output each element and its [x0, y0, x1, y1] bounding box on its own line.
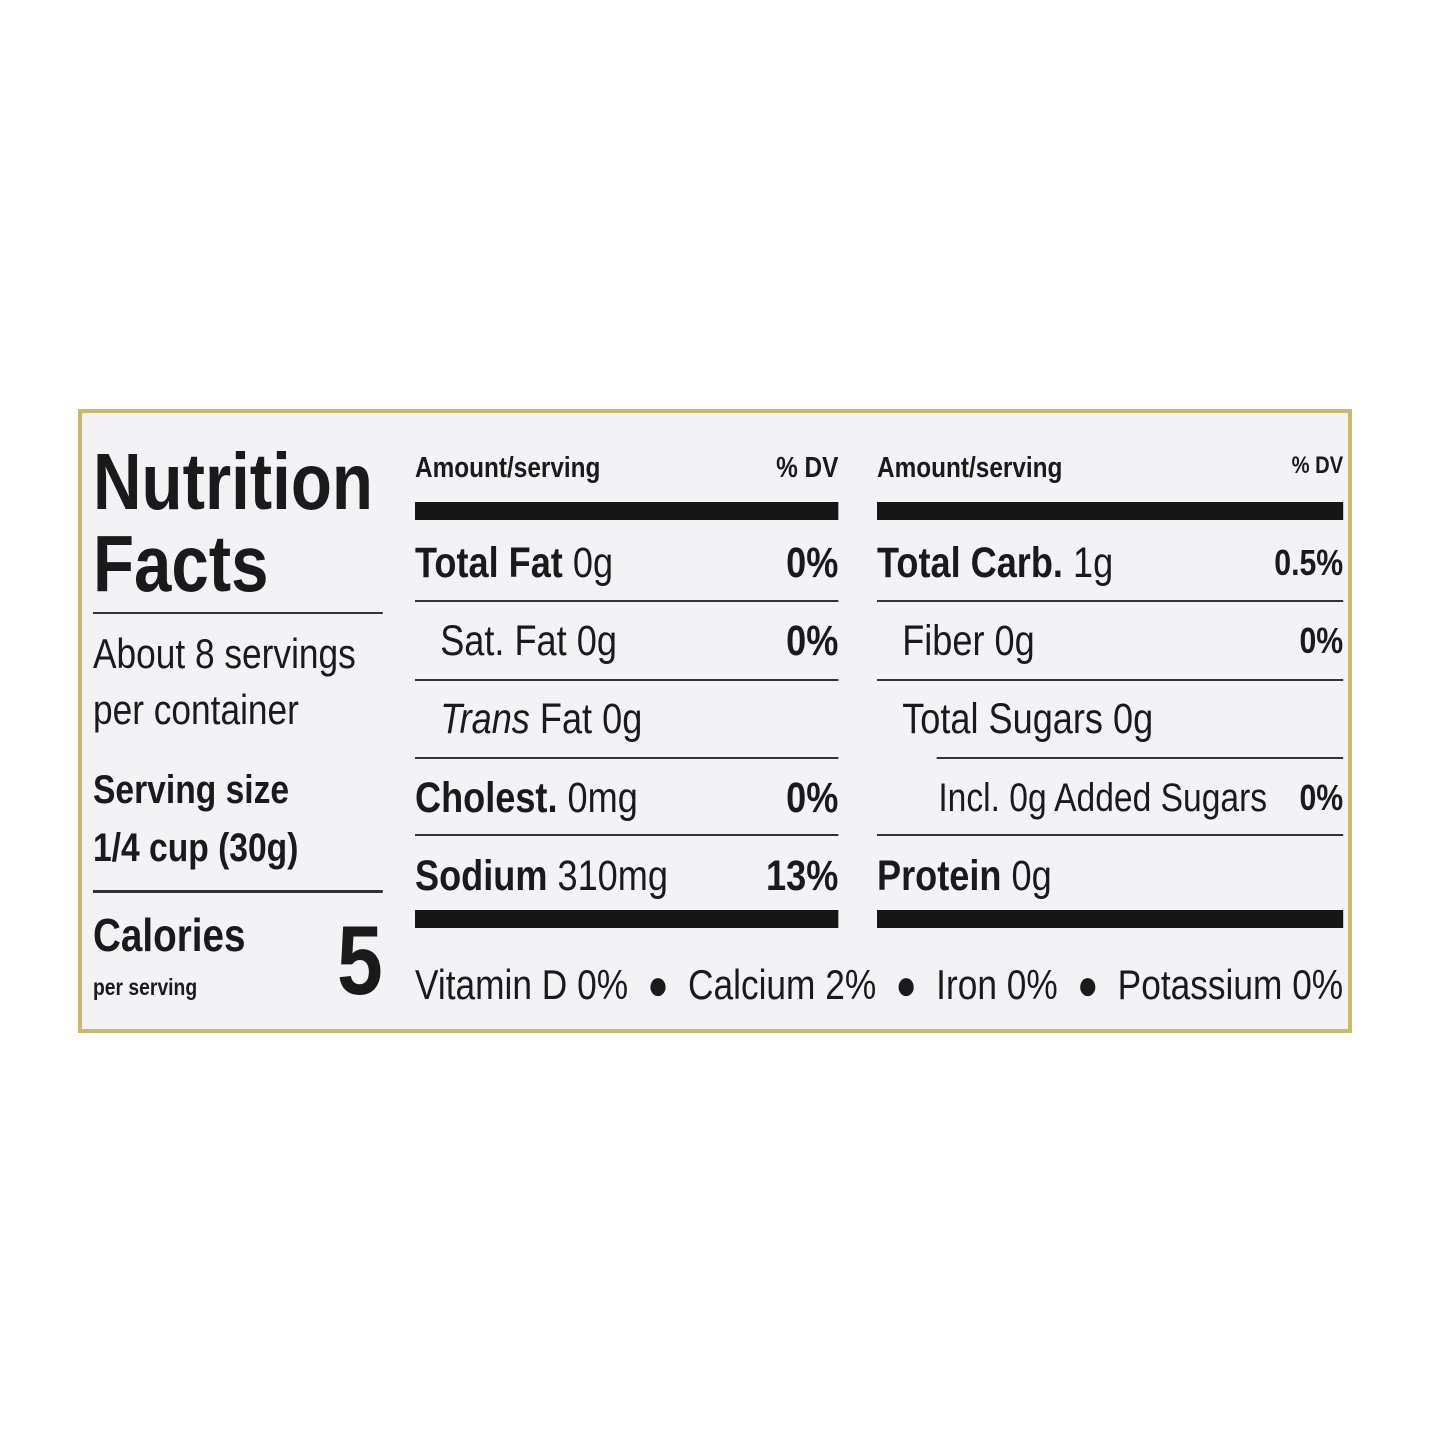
header-dv: % DV — [1291, 452, 1344, 479]
dv: 13% — [766, 851, 839, 900]
vitamin: Iron 0% — [936, 961, 1058, 1008]
divider — [415, 757, 839, 759]
column: Amount/serving % DV Total Carb. 1g 0.5% Fi… — [877, 440, 1344, 1020]
nutrient-row: Incl. 0g Added Sugars 0% — [877, 760, 1343, 836]
divider — [415, 679, 839, 681]
amount: 0mg — [567, 773, 638, 822]
amount: 0g — [1113, 694, 1154, 743]
nutrient-name: Protein — [877, 851, 1002, 900]
nutrient-row: Sat. Fat 0g 0% — [415, 603, 838, 679]
serving-size: 1/4 cup (30g) — [93, 826, 299, 870]
nutrient-row: Total Sugars 0g — [877, 681, 1343, 757]
thick-bar — [877, 910, 1344, 928]
nutrient-name: Cholest. — [415, 773, 558, 822]
dv: 0.5% — [1274, 542, 1344, 583]
nutrient-name: Fat — [539, 694, 593, 743]
amount: 0g — [994, 616, 1035, 665]
dv: 0% — [1299, 777, 1344, 818]
nutrient-name: Sodium — [415, 851, 548, 900]
dv: 0% — [786, 538, 839, 587]
dv: 0% — [786, 616, 839, 665]
nutrient-row: Trans Fat 0g — [415, 681, 838, 757]
thick-bar — [877, 502, 1344, 520]
thick-bar — [415, 502, 839, 520]
servings: About 8 servings — [93, 630, 356, 677]
nutrient-row: Protein 0g — [877, 838, 1343, 914]
nutrient-name: Fiber — [902, 616, 985, 665]
nutrient-prefix: Trans — [440, 694, 530, 743]
divider — [877, 600, 1344, 602]
amount: 0g — [572, 538, 614, 587]
header-amount: Amount/serving — [877, 452, 1063, 484]
header: Amount/serving % DV — [877, 452, 1343, 485]
column: Amount/serving % DV Total Fat 0g 0% Sat. F… — [415, 440, 839, 1020]
nutrient-row: Cholest. 0mg 0% — [415, 760, 838, 836]
amount: 1g — [1073, 538, 1114, 587]
header-amount: Amount/serving — [415, 452, 601, 484]
vitamin: Potassium 0% — [1117, 961, 1344, 1008]
title: Facts — [93, 519, 269, 608]
bullet: ● — [895, 961, 917, 1008]
serving-size-label: Serving size — [93, 768, 290, 812]
nutrient-name: Sat. Fat — [440, 616, 567, 665]
nutrient-row: Fiber 0g 0% — [877, 603, 1343, 679]
nutrient-name: Incl. 0g Added Sugars — [938, 775, 1268, 820]
amount: 0g — [1011, 851, 1052, 900]
left-column: Nutrition Facts About 8 servings per con… — [93, 440, 383, 1020]
divider — [93, 890, 383, 893]
nutrient-row: Total Fat 0g 0% — [415, 525, 838, 601]
header: Amount/serving % DV — [415, 452, 838, 485]
divider — [93, 612, 383, 614]
thick-bar — [415, 910, 839, 928]
bullet: ● — [647, 961, 669, 1008]
calories-label: Calories — [93, 909, 246, 961]
amount: 0g — [602, 694, 643, 743]
divider — [936, 757, 1344, 759]
bullet: ● — [1077, 961, 1099, 1008]
vitamin: Calcium 2% — [688, 961, 877, 1008]
nutrient-row: Sodium 310mg 13% — [415, 838, 838, 914]
dv: 0% — [786, 773, 839, 822]
amount: 310mg — [557, 851, 668, 900]
header-dv: % DV — [776, 452, 839, 484]
calories-value: 5 — [337, 905, 383, 1015]
nutrient-name: Total Carb. — [877, 538, 1063, 587]
divider — [877, 679, 1344, 681]
amount: 0g — [576, 616, 617, 665]
divider — [415, 834, 839, 836]
vitamin: Vitamin D 0% — [415, 961, 629, 1008]
nutrient-name: Total Fat — [415, 538, 563, 587]
nutrient-row: Total Carb. 1g 0.5% — [877, 525, 1343, 601]
divider — [877, 834, 1344, 836]
servings: per container — [93, 686, 299, 733]
vitamins: Vitamin D 0% ● Calcium 2% ● Iron 0% ● Potas… — [415, 955, 1343, 1015]
title: Nutrition — [93, 437, 373, 526]
calories-sublabel: per serving — [93, 974, 198, 1000]
nutrient-name: Total Sugars — [902, 694, 1103, 743]
dv: 0% — [1299, 620, 1344, 661]
divider — [415, 600, 839, 602]
